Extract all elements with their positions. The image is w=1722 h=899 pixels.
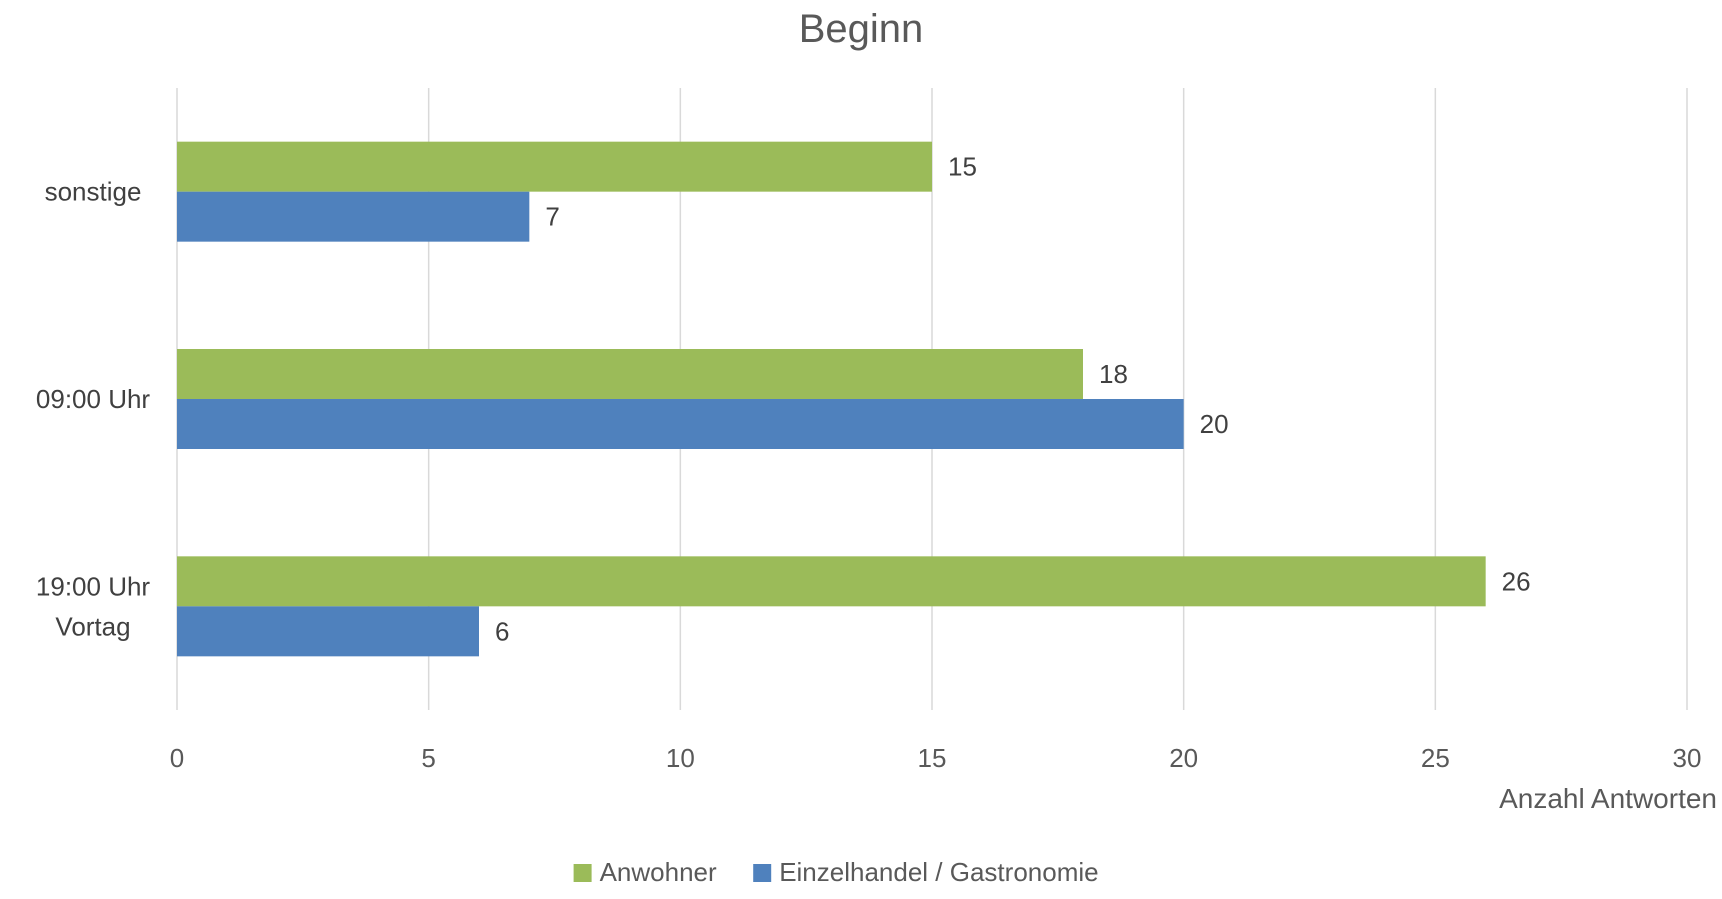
category-label: 19:00 Uhr bbox=[36, 571, 151, 601]
x-tick-label: 10 bbox=[666, 743, 695, 773]
category-label: Vortag bbox=[55, 611, 130, 641]
bar-anwohner-2 bbox=[177, 556, 1486, 607]
bar-einzelhandel-0 bbox=[177, 191, 530, 242]
data-label: 15 bbox=[948, 152, 977, 182]
bar-einzelhandel-2 bbox=[177, 606, 479, 657]
data-label: 26 bbox=[1502, 566, 1531, 596]
data-label: 18 bbox=[1099, 359, 1128, 389]
legend-label: Einzelhandel / Gastronomie bbox=[779, 857, 1098, 887]
bar-anwohner-1 bbox=[177, 349, 1083, 399]
chart-title: Beginn bbox=[799, 7, 924, 51]
bars bbox=[177, 141, 1486, 657]
x-tick-label: 0 bbox=[170, 743, 184, 773]
legend-swatch bbox=[573, 864, 592, 882]
legend-swatch bbox=[753, 864, 772, 882]
x-tick-label: 5 bbox=[421, 743, 435, 773]
x-tick-label: 15 bbox=[918, 743, 947, 773]
bar-einzelhandel-1 bbox=[177, 399, 1184, 449]
data-label: 7 bbox=[545, 202, 559, 232]
data-label: 6 bbox=[495, 616, 509, 646]
x-tick-label: 20 bbox=[1169, 743, 1198, 773]
legend: Anwohner Einzelhandel / Gastronomie bbox=[573, 857, 1099, 887]
x-axis-tick-labels: 0 5 10 15 20 25 30 bbox=[170, 743, 1702, 773]
category-label: 09:00 Uhr bbox=[36, 384, 151, 414]
category-labels: sonstige 09:00 Uhr 19:00 Uhr Vortag bbox=[36, 177, 151, 642]
bar-anwohner-0 bbox=[177, 141, 932, 192]
legend-label: Anwohner bbox=[600, 857, 717, 887]
data-labels: 15 7 18 20 26 6 bbox=[495, 152, 1531, 647]
category-label: sonstige bbox=[45, 177, 142, 207]
x-tick-label: 25 bbox=[1421, 743, 1450, 773]
x-tick-label: 30 bbox=[1673, 743, 1702, 773]
data-label: 20 bbox=[1200, 409, 1229, 439]
x-axis-title: Anzahl Antworten bbox=[1499, 783, 1717, 814]
